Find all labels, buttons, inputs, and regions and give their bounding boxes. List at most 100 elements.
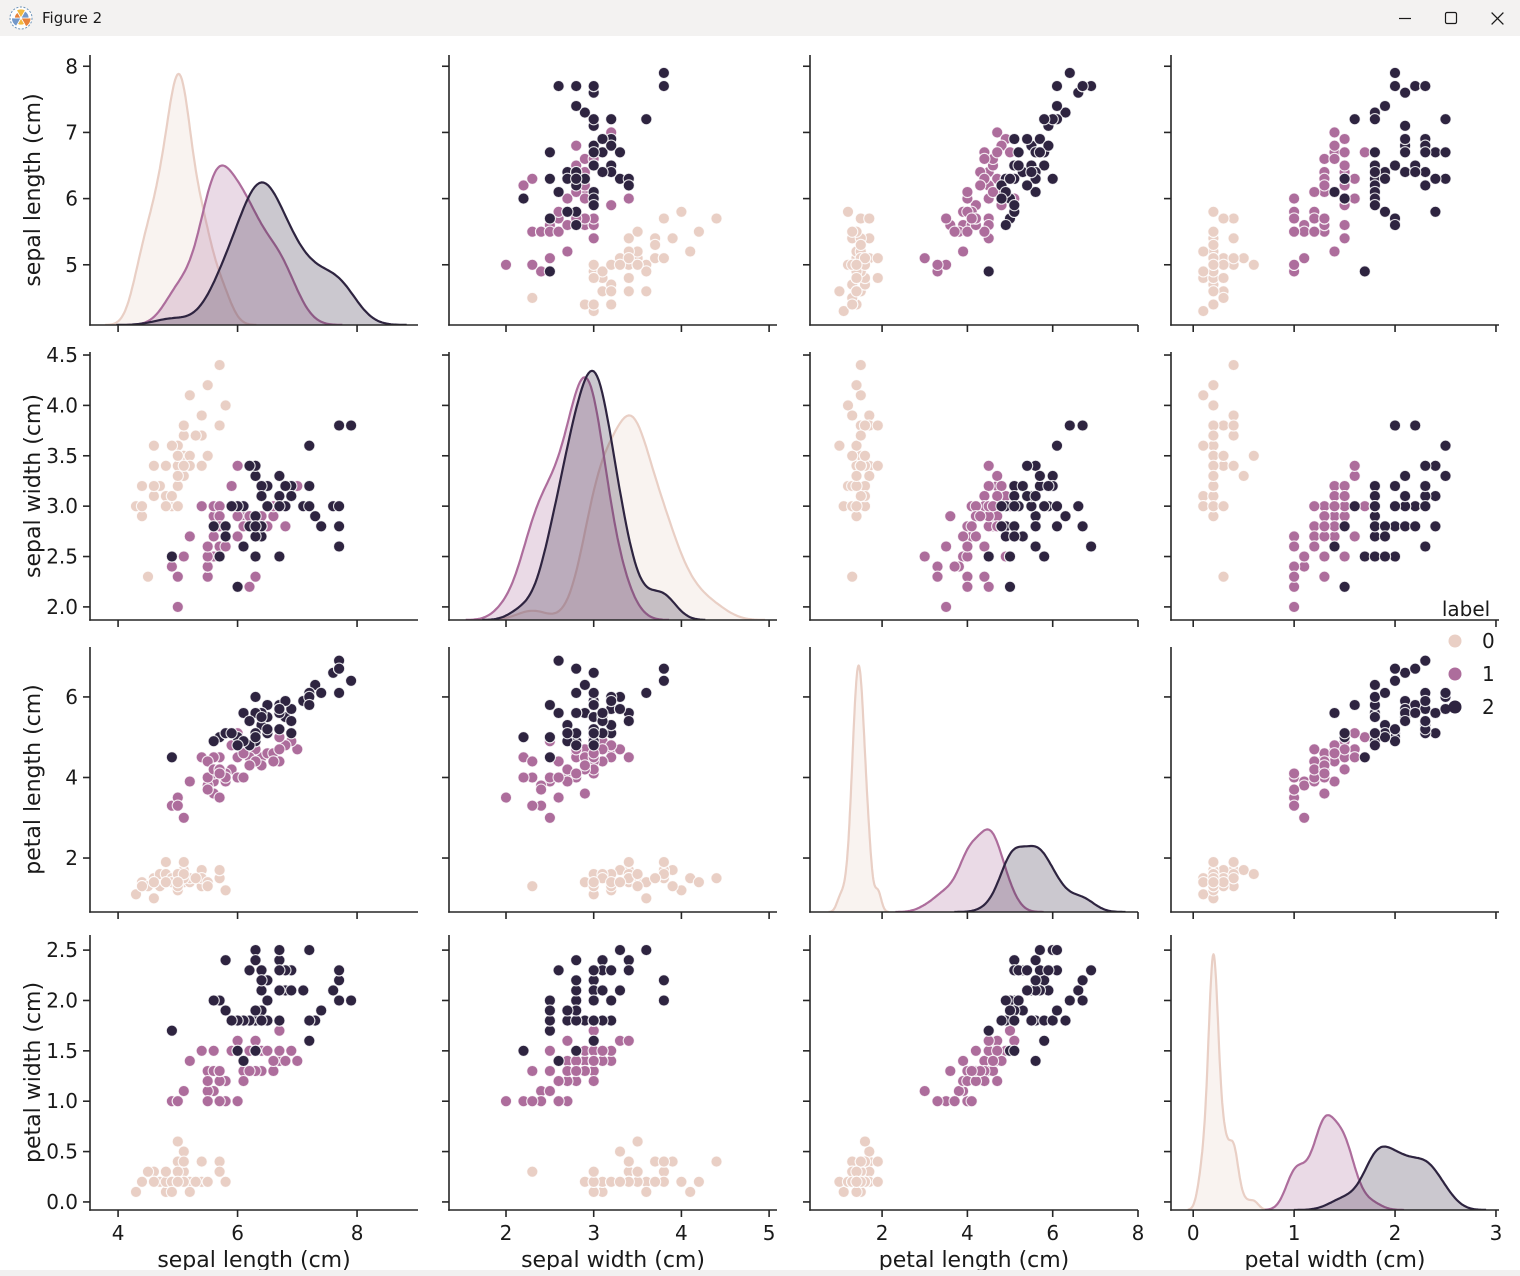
subplot-r3-c1: 2 3 4 5 sepal width (cm) [442, 935, 777, 1273]
kde-line-class-0 [105, 72, 257, 326]
x-tick-label: 4 [961, 1221, 974, 1245]
kde-fill-class-2 [954, 846, 1126, 912]
y-tick-label: 1.0 [46, 1089, 78, 1113]
kde-line-class-1 [1264, 1114, 1405, 1211]
kde-line-class-2 [954, 844, 1126, 913]
scatter-points [129, 654, 358, 905]
subplot-r3-c2: 2 4 6 8 petal length (cm) [803, 935, 1144, 1273]
maximize-icon [1444, 11, 1458, 25]
kde-line-class-1 [465, 376, 670, 621]
x-tick-label: 0 [1187, 1221, 1200, 1245]
kde-fill-class-0 [105, 73, 257, 326]
x-tick-label: 6 [231, 1221, 244, 1245]
maximize-button[interactable] [1428, 0, 1474, 36]
y-tick-label: 4 [65, 765, 78, 789]
kde-fill-class-1 [895, 829, 1044, 912]
scatter-points [1197, 654, 1452, 905]
subplot-r1-c2 [803, 352, 1139, 627]
y-tick-label: 3.5 [46, 444, 78, 468]
subplot-r1-c0: 2.0 2.5 3.0 3.5 4.0 4.5 sepal width (cm) [21, 343, 418, 627]
scatter-points [1197, 66, 1452, 318]
legend-label-1: 1 [1482, 662, 1495, 686]
minimize-button[interactable] [1382, 0, 1428, 36]
kde-fill-class-2 [1293, 1146, 1487, 1210]
subplot-r2-c3 [1164, 647, 1499, 919]
kde-fill-class-2 [116, 182, 407, 325]
legend-marker-2 [1448, 700, 1462, 714]
scatter-points [129, 358, 358, 614]
y-tick-label: 4.0 [46, 393, 78, 417]
x-tick-label: 8 [1132, 1221, 1145, 1245]
x-axis-label-sepal_width: sepal width (cm) [521, 1248, 705, 1273]
subplot-r2-c2 [803, 647, 1139, 919]
minimize-icon [1399, 17, 1411, 20]
y-tick-label: 2.5 [46, 545, 78, 569]
window-controls [1382, 0, 1520, 36]
x-tick-label: 2 [876, 1221, 889, 1245]
y-tick-label: 0.5 [46, 1140, 78, 1164]
kde-line-class-0 [483, 414, 766, 621]
x-tick-label: 6 [1046, 1221, 1059, 1245]
scatter-points [129, 943, 358, 1199]
y-axis-label-sepal_length: sepal length (cm) [21, 93, 46, 286]
legend-marker-0 [1448, 634, 1462, 648]
kde-line-class-2 [482, 369, 706, 621]
kde-line-class-1 [895, 828, 1044, 913]
subplot-r1-c3 [1164, 352, 1499, 627]
subplot-r2-c1 [442, 647, 777, 919]
subplot-r0-c2 [803, 55, 1139, 332]
y-axis-label-petal_length: petal length (cm) [21, 684, 46, 875]
scatter-points [499, 654, 723, 905]
kde-fill-class-2 [482, 370, 706, 620]
kde-line-class-2 [116, 181, 407, 326]
y-tick-label: 6 [65, 685, 78, 709]
x-tick-label: 3 [587, 1221, 600, 1245]
subplot-r0-c0: 5 6 7 8 sepal length (cm) [21, 54, 418, 332]
legend: label 0 1 2 [1442, 597, 1495, 719]
scatter-points [833, 358, 1098, 614]
scatter-points [833, 66, 1098, 318]
y-axis-label-sepal_width: sepal width (cm) [21, 394, 46, 578]
y-tick-label: 4.5 [46, 343, 78, 367]
x-tick-label: 5 [763, 1221, 776, 1245]
kde-line-class-0 [828, 664, 890, 913]
close-button[interactable] [1474, 0, 1520, 36]
y-tick-label: 2.0 [46, 595, 78, 619]
y-tick-label: 2.0 [46, 988, 78, 1012]
figure-canvas: 5 6 7 8 sepal length (cm) 2.0 2.5 3.0 3.5 4.0 4.5 s… [0, 36, 1520, 1276]
window-bottom-edge [0, 1270, 1520, 1276]
y-tick-label: 2 [65, 846, 78, 870]
kde-line-class-0 [1187, 953, 1270, 1211]
subplot-r2-c0: 2 4 6 petal length (cm) [21, 647, 418, 919]
y-tick-label: 7 [65, 120, 78, 144]
legend-label-2: 2 [1482, 695, 1495, 719]
x-tick-label: 4 [112, 1221, 125, 1245]
subplot-r1-c1 [442, 352, 777, 627]
x-tick-label: 3 [1490, 1221, 1503, 1245]
kde-fill-class-0 [828, 665, 889, 912]
matplotlib-icon [9, 6, 33, 30]
subplot-r3-c0: 4 6 8 0.0 0.5 1.0 1.5 2.0 2.5 sepal length (cm) pe… [21, 935, 418, 1273]
scatter-points [499, 943, 723, 1199]
y-tick-label: 1.5 [46, 1039, 78, 1063]
window-titlebar[interactable]: Figure 2 [0, 0, 1520, 36]
kde-line-class-1 [126, 164, 343, 326]
x-tick-label: 2 [1389, 1221, 1402, 1245]
kde-fill-class-1 [465, 377, 670, 620]
legend-marker-1 [1448, 667, 1462, 681]
scatter-points [833, 943, 1098, 1199]
kde-fill-class-1 [1264, 1115, 1405, 1210]
subplot-r0-c1 [442, 55, 777, 332]
legend-title: label [1442, 597, 1490, 621]
scatter-points [499, 66, 723, 318]
kde-fill-class-1 [126, 165, 343, 325]
y-axis-label-petal_width: petal width (cm) [21, 982, 46, 1163]
kde-fill-class-0 [1187, 954, 1270, 1210]
x-tick-label: 2 [500, 1221, 513, 1245]
x-axis-label-petal_length: petal length (cm) [879, 1248, 1070, 1273]
scatter-points [1197, 358, 1452, 614]
x-tick-label: 4 [675, 1221, 688, 1245]
x-axis-label-sepal_length: sepal length (cm) [157, 1248, 350, 1273]
